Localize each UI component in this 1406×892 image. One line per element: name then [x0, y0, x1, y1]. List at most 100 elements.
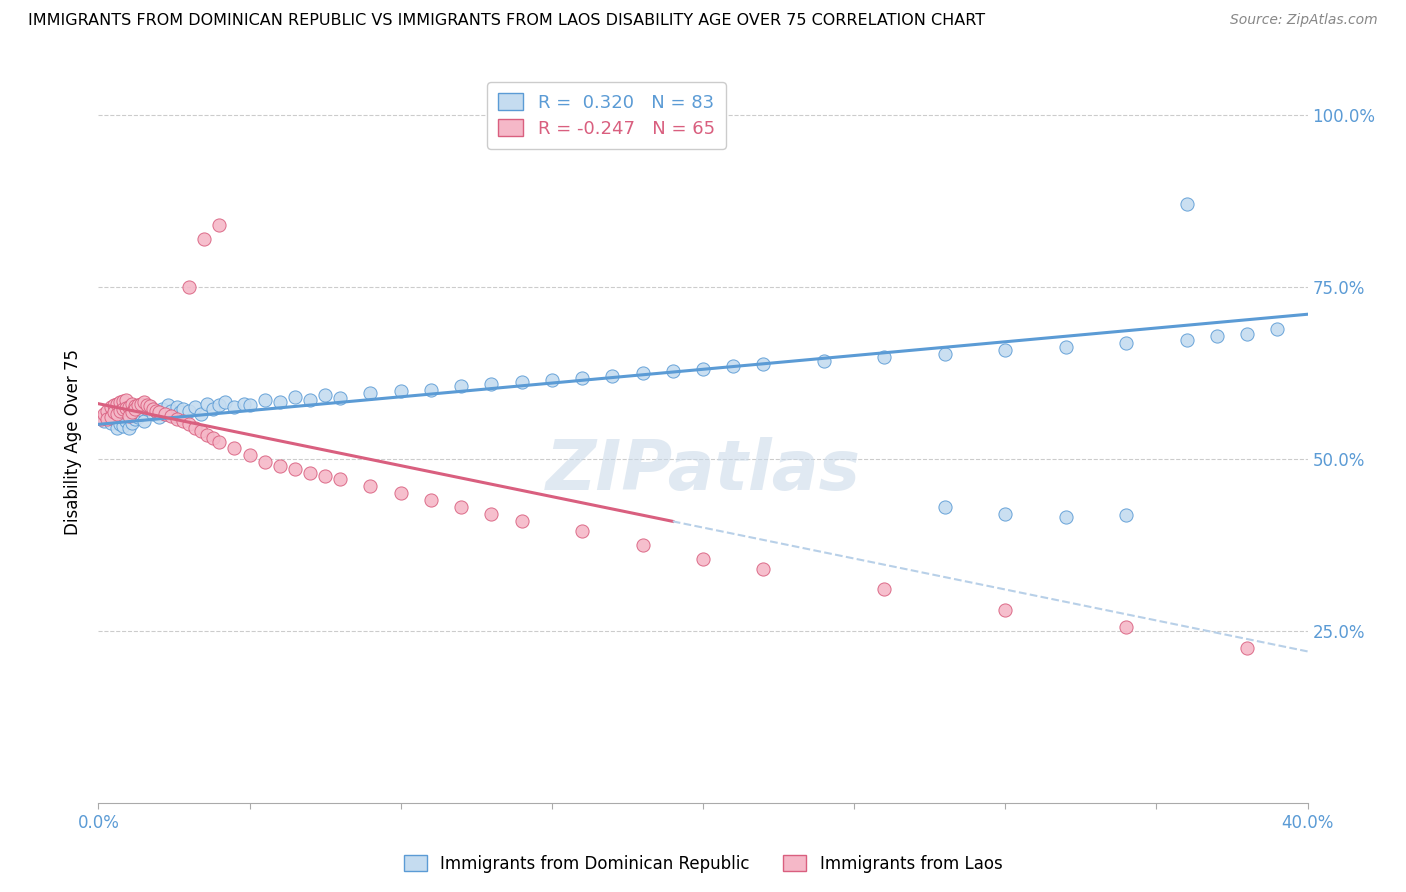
Point — [108, 405, 131, 419]
Point — [153, 407, 176, 421]
Point — [96, 410, 118, 425]
Point — [114, 392, 136, 407]
Point — [214, 395, 236, 409]
Point — [450, 379, 472, 393]
Point — [1115, 508, 1137, 523]
Point — [208, 218, 231, 232]
Point — [93, 407, 115, 421]
Point — [96, 412, 118, 426]
Point — [208, 398, 231, 412]
Point — [103, 398, 125, 412]
Point — [195, 397, 218, 411]
Point — [103, 403, 125, 417]
Point — [813, 354, 835, 368]
Point — [420, 383, 443, 397]
Point — [142, 402, 165, 417]
Point — [360, 386, 382, 401]
Point — [100, 407, 122, 421]
Point — [124, 412, 146, 426]
Point — [202, 402, 225, 417]
Point — [153, 407, 176, 421]
Point — [299, 466, 322, 480]
Point — [299, 393, 322, 408]
Point — [105, 421, 128, 435]
Point — [360, 479, 382, 493]
Point — [166, 400, 188, 414]
Point — [124, 402, 146, 417]
Point — [121, 405, 143, 419]
Point — [163, 409, 186, 423]
Point — [571, 370, 593, 384]
Point — [114, 407, 136, 421]
Point — [193, 231, 215, 245]
Point — [994, 343, 1017, 357]
Point — [1267, 322, 1289, 336]
Point — [105, 409, 128, 423]
Point — [118, 400, 141, 414]
Point — [103, 412, 125, 426]
Point — [389, 384, 412, 399]
Point — [510, 514, 533, 528]
Point — [1236, 326, 1258, 341]
Point — [510, 375, 533, 389]
Point — [160, 403, 183, 417]
Point — [269, 395, 291, 409]
Point — [450, 500, 472, 514]
Point — [253, 393, 276, 408]
Point — [129, 397, 152, 411]
Point — [132, 405, 155, 419]
Point — [127, 410, 149, 425]
Point — [202, 431, 225, 445]
Point — [108, 403, 131, 417]
Point — [103, 405, 125, 419]
Point — [114, 401, 136, 415]
Point — [179, 279, 201, 293]
Point — [1115, 620, 1137, 634]
Point — [179, 417, 201, 432]
Point — [145, 403, 167, 417]
Point — [873, 582, 896, 597]
Point — [150, 402, 173, 417]
Point — [224, 442, 246, 456]
Point — [114, 414, 136, 428]
Point — [1115, 336, 1137, 351]
Point — [224, 400, 246, 414]
Point — [139, 400, 162, 414]
Point — [121, 397, 143, 411]
Text: IMMIGRANTS FROM DOMINICAN REPUBLIC VS IMMIGRANTS FROM LAOS DISABILITY AGE OVER 7: IMMIGRANTS FROM DOMINICAN REPUBLIC VS IM… — [28, 13, 986, 29]
Point — [108, 395, 131, 409]
Point — [135, 398, 157, 412]
Point — [692, 362, 714, 376]
Point — [172, 402, 194, 417]
Point — [96, 403, 118, 417]
Point — [108, 417, 131, 432]
Point — [284, 390, 307, 404]
Point — [1054, 510, 1077, 524]
Point — [135, 402, 157, 417]
Point — [329, 391, 352, 405]
Point — [602, 369, 624, 384]
Point — [160, 409, 183, 423]
Point — [994, 603, 1017, 617]
Point — [239, 448, 262, 462]
Point — [1175, 334, 1198, 348]
Point — [142, 407, 165, 421]
Point — [148, 405, 170, 419]
Point — [723, 359, 745, 373]
Point — [169, 405, 191, 419]
Point — [127, 398, 149, 412]
Point — [166, 412, 188, 426]
Point — [111, 393, 134, 408]
Point — [481, 507, 503, 521]
Point — [184, 400, 207, 414]
Point — [232, 397, 254, 411]
Point — [124, 400, 146, 414]
Point — [284, 462, 307, 476]
Point — [172, 414, 194, 428]
Point — [540, 373, 562, 387]
Point — [329, 472, 352, 486]
Point — [111, 418, 134, 433]
Y-axis label: Disability Age Over 75: Disability Age Over 75 — [65, 349, 83, 534]
Point — [124, 403, 146, 417]
Point — [93, 414, 115, 428]
